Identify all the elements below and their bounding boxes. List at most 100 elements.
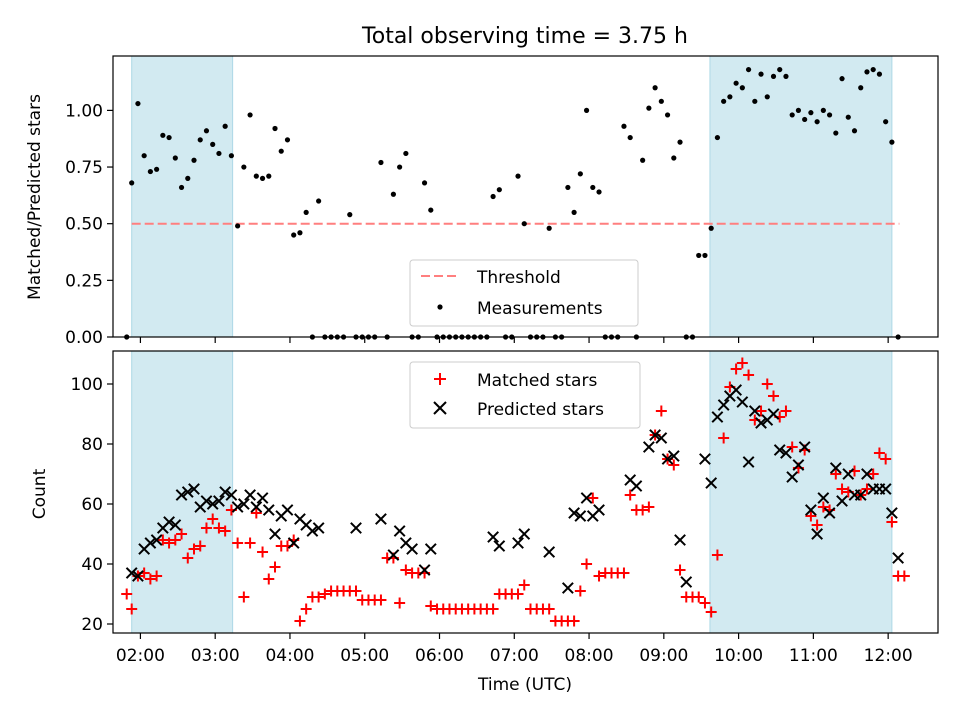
matched-star-marker	[269, 561, 281, 573]
x-axis-label: Time (UTC)	[477, 675, 572, 695]
matched-star-marker	[250, 507, 262, 519]
predicted-star-marker	[742, 456, 755, 468]
matched-star-marker	[294, 615, 306, 627]
measurement-point	[590, 184, 596, 191]
measurement-point	[845, 114, 851, 120]
matched-star-marker	[350, 585, 362, 597]
measurement-point	[515, 173, 521, 179]
matched-star-marker	[518, 579, 530, 591]
measurement-point	[814, 119, 820, 125]
measurement-point	[135, 100, 141, 107]
predicted-star-marker	[213, 495, 225, 507]
measurement-point	[129, 180, 135, 186]
predicted-star-marker	[262, 504, 275, 516]
measurement-point	[247, 112, 253, 118]
predicted-star-marker	[786, 471, 799, 483]
predicted-star-marker	[829, 462, 842, 474]
measurement-point	[708, 225, 714, 231]
predicted-star-marker	[817, 492, 830, 504]
predicted-star-marker	[181, 486, 194, 498]
measurement-point	[640, 157, 646, 163]
measurement-point	[577, 171, 583, 177]
x-tick-label: 05:00	[340, 646, 389, 666]
measurement-point	[284, 137, 291, 143]
y-tick-label: 40	[81, 555, 103, 575]
matched-star-marker	[213, 522, 225, 534]
matched-star-marker	[668, 459, 680, 471]
predicted-star-marker	[312, 522, 325, 534]
matched-star-marker	[755, 405, 767, 417]
matched-star-marker	[188, 543, 200, 555]
measurement-point	[583, 107, 590, 113]
measurement-point	[745, 66, 752, 73]
matched-star-marker	[718, 432, 730, 444]
predicted-star-marker	[736, 396, 749, 408]
predicted-star-marker	[811, 528, 824, 540]
measurement-point	[664, 112, 671, 118]
predicted-star-marker	[755, 417, 767, 429]
predicted-star-marker	[730, 384, 743, 396]
measurement-point	[851, 128, 858, 134]
measurement-point	[702, 252, 708, 259]
ratio-panel-shaded-regions	[131, 55, 893, 338]
predicted-star-marker	[792, 459, 805, 471]
shaded-region	[131, 55, 234, 338]
predicted-star-marker	[163, 516, 175, 528]
predicted-star-marker	[144, 537, 157, 549]
matched-star-marker	[163, 537, 175, 549]
predicted-star-marker	[225, 489, 238, 501]
predicted-star-marker	[568, 507, 581, 519]
predicted-star-marker	[206, 498, 219, 510]
predicted-star-marker	[674, 534, 686, 546]
matched-star-marker	[705, 606, 717, 618]
predicted-star-marker	[543, 546, 556, 558]
measurement-point	[889, 139, 895, 145]
matched-star-marker	[425, 600, 437, 612]
measurement-point	[490, 193, 496, 200]
y-tick-label: 0.25	[65, 271, 103, 291]
x-tick-label: 08:00	[565, 646, 614, 666]
predicted-star-marker	[493, 540, 506, 552]
legend-matched-swatch	[434, 373, 446, 385]
matched-star-marker	[487, 603, 499, 615]
measurement-point	[403, 150, 409, 157]
measurement-point	[297, 230, 303, 236]
predicted-star-marker	[188, 483, 200, 495]
predicted-star-marker	[393, 525, 406, 537]
matched-star-marker	[219, 525, 231, 537]
matched-star-marker	[817, 501, 829, 513]
measurement-point	[154, 166, 160, 172]
predicted-star-marker	[150, 534, 163, 546]
measurement-point	[677, 139, 683, 145]
predicted-star-marker	[861, 468, 873, 480]
matched-star-marker	[244, 537, 256, 549]
measurement-point	[870, 66, 876, 73]
measurement-point	[228, 153, 234, 159]
x-tick-label: 10:00	[714, 646, 763, 666]
y-tick-label: 80	[81, 435, 103, 455]
count-panel-frame	[112, 350, 939, 634]
matched-star-marker	[624, 489, 636, 501]
measurement-point	[696, 252, 702, 259]
matched-star-marker	[811, 519, 823, 531]
predicted-star-marker	[630, 480, 643, 492]
predicted-star-marker	[518, 528, 531, 540]
legend-predicted-swatch	[433, 401, 447, 415]
measurement-point	[876, 71, 883, 77]
predicted-star-marker	[256, 492, 269, 504]
predicted-star-marker	[661, 453, 674, 465]
measurement-point	[203, 128, 210, 134]
measurement-point	[795, 107, 802, 113]
predicted-star-marker	[842, 468, 855, 480]
measurement-point	[496, 187, 502, 193]
matched-star-marker	[157, 534, 169, 546]
measurement-point	[714, 134, 721, 141]
matched-star-marker	[643, 501, 655, 513]
measurement-point	[596, 189, 602, 195]
matched-star-marker	[126, 603, 138, 615]
count-panel-y-label: Count	[30, 468, 50, 519]
ratio-legend-frame	[409, 259, 639, 327]
x-tick-label: 04:00	[265, 646, 314, 666]
